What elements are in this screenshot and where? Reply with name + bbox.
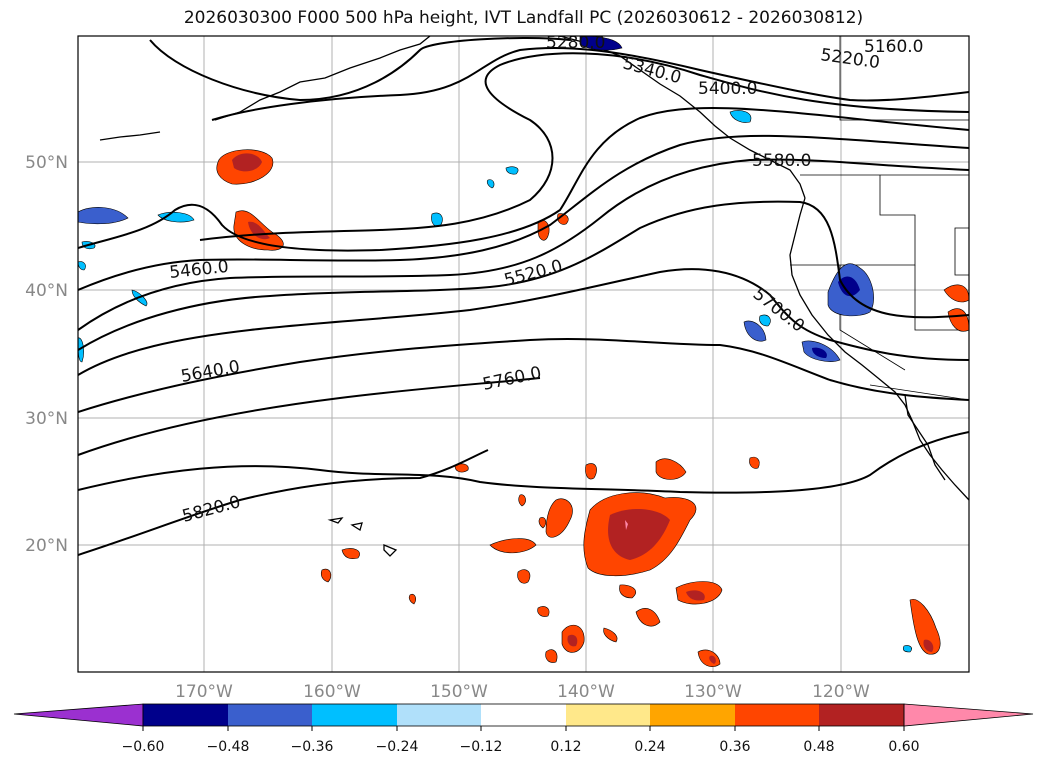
contour-label-5580: 5580.0 [752,151,811,171]
lat-label-40: 40°N [25,281,68,301]
lon-label-150w: 150°W [430,682,488,702]
colorbar-tick-label: −0.36 [291,739,334,755]
ivt-negative-anomalies [78,36,912,653]
colorbar-segment [819,704,904,726]
lat-label-50: 50°N [25,153,68,173]
lon-label-140w: 140°W [557,682,615,702]
lon-label-130w: 130°W [684,682,742,702]
lon-label-160w: 160°W [303,682,361,702]
lon-label-170w: 170°W [175,682,233,702]
longitude-labels: 170°W 160°W 150°W 140°W 130°W 120°W [175,682,870,702]
colorbar-tick-label: −0.12 [460,739,503,755]
colorbar-tick-label: −0.48 [207,739,250,755]
colorbar-tick-label: −0.60 [122,739,165,755]
contour-label-5400: 5400.0 [698,79,757,99]
lat-label-20: 20°N [25,536,68,556]
contour-label-5280: 5280.0 [546,33,605,53]
colorbar-extend-max [903,703,1034,727]
lon-label-120w: 120°W [812,682,870,702]
map-title: 2026030300 F000 500 hPa height, IVT Land… [183,8,864,28]
map-frame [77,35,970,673]
colorbar-segment [650,704,735,726]
colorbar: −0.60 −0.48 −0.36 −0.24 −0.12 0.12 0.24 … [13,703,1034,755]
graticule [78,36,969,672]
colorbar-tick-label: 0.12 [550,739,581,755]
colorbar-tick-label: −0.24 [376,739,419,755]
contour-label-5160: 5160.0 [864,37,923,57]
colorbar-segment [566,704,650,726]
colorbar-tick-label: 0.24 [634,739,665,755]
colorbar-tick-label: 0.36 [719,739,750,755]
height-contours [78,37,969,556]
colorbar-segment [735,704,819,726]
latitude-labels: 50°N 40°N 30°N 20°N [25,153,68,556]
colorbar-segment [397,704,481,726]
colorbar-segment [143,704,228,726]
colorbar-segment [481,704,566,726]
colorbar-segment [312,704,397,726]
colorbar-tick-label: 0.48 [803,739,834,755]
coastlines [99,36,969,557]
lat-label-30: 30°N [25,409,68,429]
colorbar-extend-min [13,703,144,727]
colorbar-tick-label: 0.60 [888,739,919,755]
colorbar-segment [228,704,312,726]
